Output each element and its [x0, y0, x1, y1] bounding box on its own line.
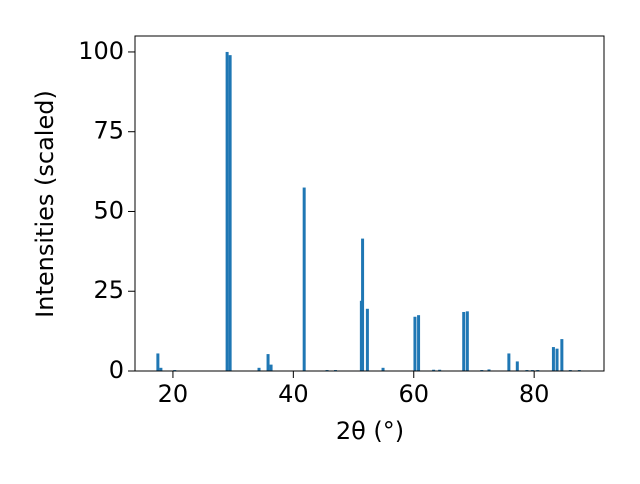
- bar: [266, 354, 270, 371]
- bar: [302, 187, 306, 371]
- bar: [507, 353, 511, 371]
- bar: [365, 308, 369, 371]
- bar: [438, 369, 442, 371]
- bar: [551, 347, 555, 371]
- x-tick-label: 20: [158, 380, 189, 408]
- y-tick-label: 0: [109, 356, 124, 384]
- bar: [487, 369, 491, 371]
- y-tick-label: 100: [78, 37, 124, 65]
- bar: [555, 348, 559, 371]
- bar: [462, 311, 466, 371]
- bar: [257, 367, 261, 371]
- bar: [560, 339, 564, 371]
- y-tick-label: 75: [93, 117, 124, 145]
- bar: [159, 367, 163, 371]
- y-axis-label: Intensities (scaled): [31, 90, 59, 318]
- x-tick-label: 60: [398, 380, 429, 408]
- plot-frame: [134, 35, 605, 372]
- bar: [228, 55, 232, 372]
- bar: [432, 369, 436, 371]
- bar: [413, 316, 417, 371]
- bar: [269, 364, 273, 371]
- bar: [381, 367, 385, 371]
- x-tick-label: 80: [519, 380, 550, 408]
- bar: [156, 353, 160, 371]
- bar: [225, 51, 229, 371]
- y-tick-label: 25: [93, 276, 124, 304]
- bar: [465, 311, 469, 371]
- y-tick-label: 50: [93, 196, 124, 224]
- bar: [361, 238, 365, 371]
- bar: [515, 361, 519, 371]
- x-tick-label: 40: [278, 380, 309, 408]
- x-axis-label: 2θ (°): [336, 417, 404, 445]
- bar: [417, 315, 421, 371]
